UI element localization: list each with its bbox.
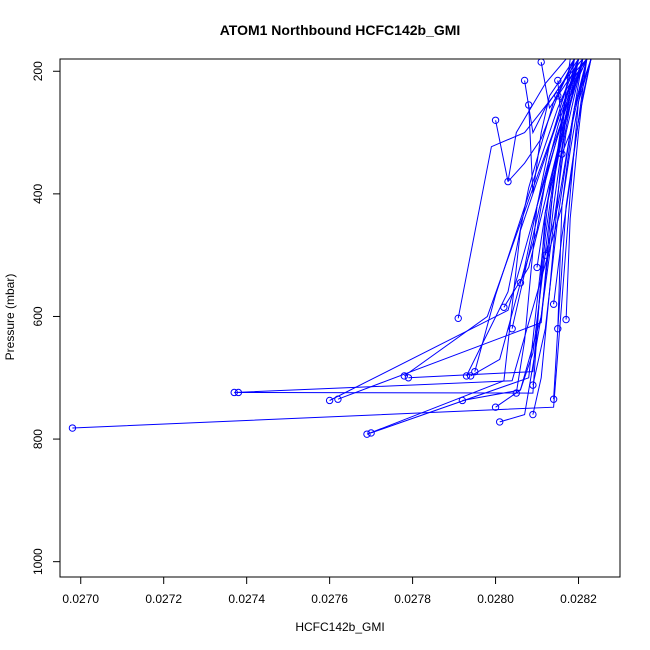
data-point-17: [491, 116, 500, 125]
data-point-27: [533, 263, 541, 272]
data-point-18: [500, 303, 508, 311]
data-point-11: [458, 396, 467, 405]
data-point-30: [549, 300, 558, 308]
series-line-17: [495, 59, 567, 182]
series-layer: [68, 59, 592, 438]
plot-frame: [59, 58, 621, 578]
series-line-9: [408, 59, 579, 379]
data-point-19: [504, 177, 512, 186]
y-tick-label: 200: [31, 61, 45, 81]
x-tick-label: 0.0278: [394, 592, 431, 606]
x-tick-label: 0.0276: [311, 592, 348, 606]
series-line-27: [536, 59, 584, 268]
x-axis-label: HCFC142b_GMI: [295, 620, 384, 634]
data-point-5: [334, 395, 342, 403]
series-line-36: [553, 59, 588, 400]
x-tick-label: 0.0270: [62, 592, 99, 606]
series-line-19: [507, 59, 575, 182]
data-point-22: [516, 279, 525, 287]
data-point-29: [541, 251, 550, 259]
data-point-25: [529, 381, 537, 389]
data-point-3: [234, 388, 243, 397]
data-point-10: [454, 314, 462, 323]
data-point-1: [68, 424, 77, 432]
data-point-15: [491, 403, 500, 411]
data-point-20: [508, 325, 516, 333]
y-tick-label: 800: [31, 429, 45, 449]
series-line-23: [524, 59, 584, 135]
y-tick-label: 600: [31, 306, 45, 326]
x-tick-label: 0.0280: [477, 592, 514, 606]
data-point-33: [558, 150, 566, 158]
data-point-4: [325, 396, 334, 405]
y-tick-label: 400: [31, 184, 45, 204]
data-point-16: [496, 418, 504, 426]
data-point-28: [537, 59, 545, 66]
series-line-12: [466, 59, 575, 377]
series-line-35: [557, 59, 588, 104]
y-axis: 200 400 600 800 1000: [31, 61, 60, 575]
series-line-18: [503, 59, 579, 308]
series-line-33: [561, 59, 592, 155]
data-point-21: [512, 389, 520, 397]
series-line-5: [337, 59, 588, 400]
data-point-36: [549, 395, 558, 403]
series-line-22: [519, 59, 584, 283]
x-axis: 0.0270 0.0272 0.0274 0.0276 0.0278 0.0280 0.02…: [62, 577, 597, 606]
x-tick-label: 0.0272: [145, 592, 182, 606]
data-point-34: [562, 315, 570, 324]
data-point-8: [400, 372, 408, 380]
series-line-34: [565, 59, 592, 320]
series-line-29: [544, 59, 588, 256]
y-tick-label: 1000: [31, 548, 45, 575]
data-point-12: [462, 372, 471, 380]
series-line-13: [470, 59, 575, 377]
data-point-35: [554, 92, 562, 100]
series-line-15: [495, 59, 571, 408]
series-line-26: [532, 59, 579, 415]
data-point-32: [554, 76, 562, 85]
x-tick-label: 0.0274: [228, 592, 265, 606]
data-point-13: [466, 372, 475, 380]
data-point-7: [367, 429, 375, 437]
data-point-23: [520, 76, 529, 85]
chart-title: ATOM1 Northbound HCFC142b_GMI: [220, 22, 461, 38]
data-point-6: [363, 430, 371, 438]
data-point-26: [529, 410, 537, 419]
data-point-14: [471, 367, 479, 376]
series-line-14: [474, 59, 579, 372]
data-point-2: [230, 388, 238, 397]
x-tick-label: 0.0282: [560, 592, 597, 606]
data-point-24: [525, 101, 533, 109]
data-point-9: [404, 374, 413, 382]
y-axis-label: Pressure (mbar): [3, 274, 17, 361]
series-line-25: [532, 59, 588, 386]
